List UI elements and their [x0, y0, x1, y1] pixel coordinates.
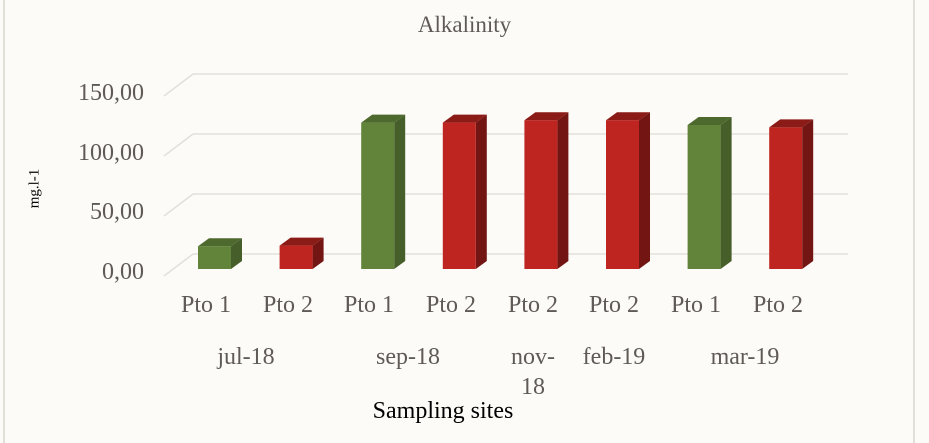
y-tick-0: 0,00: [102, 259, 144, 285]
bar: [769, 119, 814, 270]
group-label-feb-19: feb-19: [582, 344, 646, 370]
bars: [198, 112, 814, 270]
x-axis-title: Sampling sites: [372, 398, 514, 424]
y-tick-100: 100,00: [78, 140, 144, 166]
x-tick-label: Pto 2: [262, 292, 313, 318]
x-tick-label: Pto 2: [507, 292, 558, 318]
x-tick-label: Pto 2: [425, 292, 476, 318]
bar: [361, 114, 406, 269]
bar: [687, 117, 732, 269]
group-label-nov-18-line1: nov-: [511, 344, 555, 370]
bar: [198, 238, 242, 269]
x-tick-label: Pto 1: [343, 292, 394, 318]
x-tick-label: Pto 1: [180, 292, 231, 318]
gridlines: [163, 73, 848, 277]
group-label-sep-18: sep-18: [376, 344, 440, 370]
x-tick-label: Pto 2: [588, 292, 639, 318]
group-label-mar-19: mar-19: [710, 344, 780, 370]
bar: [442, 114, 487, 269]
x-tick-label: Pto 2: [752, 292, 803, 318]
x-tick-label: Pto 1: [670, 292, 721, 318]
bar: [524, 112, 569, 269]
bar: [279, 237, 324, 269]
group-label-jul-18: jul-18: [217, 344, 275, 370]
chart-title: Alkalinity: [417, 12, 512, 37]
y-tick-150: 150,00: [78, 80, 144, 106]
bar: [606, 112, 650, 269]
group-label-nov-18-line2: 18: [521, 374, 545, 400]
y-tick-50: 50,00: [90, 199, 144, 225]
